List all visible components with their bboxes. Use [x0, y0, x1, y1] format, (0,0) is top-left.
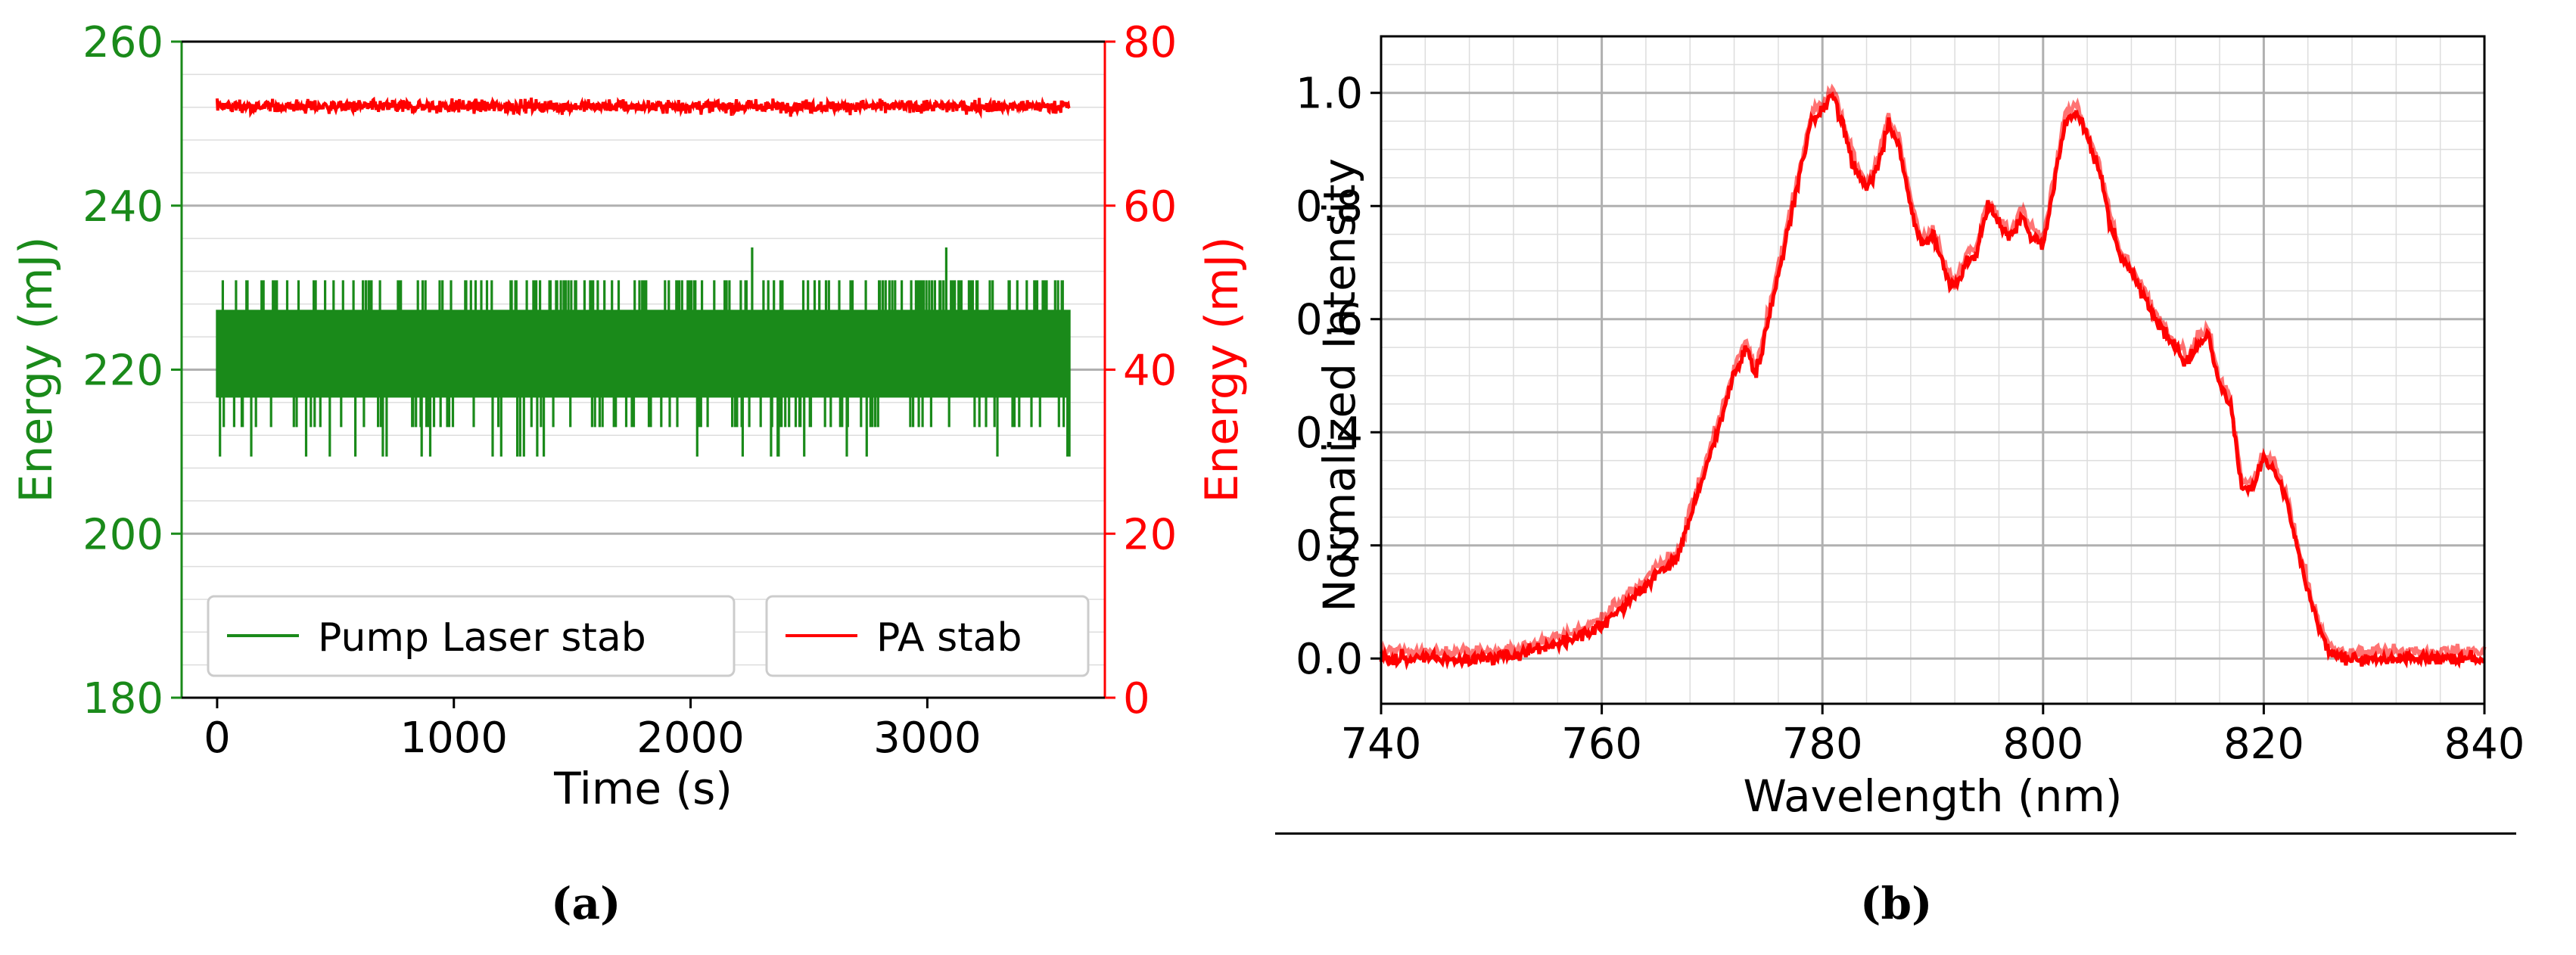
legend-box-2: [765, 595, 1090, 677]
panel-label-a: (a): [551, 878, 621, 929]
spectrum-series-band: [1379, 83, 2487, 664]
y-tick-label-left: 200: [82, 510, 163, 559]
y-tick-label-b: 0.6: [1296, 296, 1363, 345]
x-tick-label-b: 760: [1561, 720, 1642, 769]
panel-label-b: (b): [1860, 878, 1933, 929]
y-tick-label-b: 0.8: [1296, 182, 1363, 232]
legend-label-2: PA stab: [876, 615, 1022, 661]
x-tick-label-b: 740: [1341, 720, 1422, 769]
chart-a: 180 200 220 240 260 0 20 40 60 80 0 1000 2000 3000 Tim…: [10, 18, 1249, 814]
x-tick-label-b: 820: [2223, 720, 2304, 769]
x-tick-label-a: 3000: [873, 714, 982, 763]
x-tick-label-a: 2000: [636, 714, 745, 763]
x-tick-label-a: 0: [204, 714, 231, 763]
y-tick-label-b: 0.4: [1296, 409, 1363, 458]
y-tick-label-b: 0.2: [1296, 522, 1363, 571]
y-tick-label-right: 40: [1123, 347, 1177, 396]
y-tick-label-b: 1.0: [1296, 70, 1363, 119]
x-tick-label-b: 840: [2444, 720, 2525, 769]
y-tick-label-right: 0: [1123, 674, 1150, 723]
spectrum-series: [1379, 91, 2485, 670]
chart-b: 740 760 780 800 820 840 0.0 0.2 0.4 0.6 0.8 1.0 Wave…: [1296, 35, 2525, 822]
plot-frame-b: [1380, 35, 2486, 705]
y-tick-label-left: 240: [82, 182, 163, 232]
y-tick-label-right: 20: [1123, 510, 1177, 559]
y-tick-label-right: 80: [1123, 18, 1177, 67]
y-axis-label-right: Energy (mJ): [1196, 236, 1249, 502]
y-tick-label-b: 0.0: [1296, 635, 1363, 684]
x-tick-label-b: 800: [2002, 720, 2083, 769]
y-axis-label-left: Energy (mJ): [10, 236, 63, 502]
chart-b-separator: [1275, 832, 2516, 835]
y-tick-label-left: 220: [82, 347, 163, 396]
x-axis-label-a: Time (s): [553, 763, 733, 814]
pa-series: [215, 95, 1071, 120]
x-tick-label-b: 780: [1782, 720, 1863, 769]
legend-box-1: [207, 595, 736, 677]
x-tick-label-a: 1000: [400, 714, 508, 763]
y-tick-label-left: 180: [82, 674, 163, 723]
x-axis-label-b: Wavelength (nm): [1743, 770, 2122, 822]
legend-label-1: Pump Laser stab: [318, 615, 646, 661]
y-tick-label-left: 260: [82, 18, 163, 67]
pump-laser-series: [216, 247, 1071, 457]
y-tick-label-right: 60: [1123, 182, 1177, 232]
y-axis-label-b: Normalized Intensity: [1314, 158, 1365, 612]
